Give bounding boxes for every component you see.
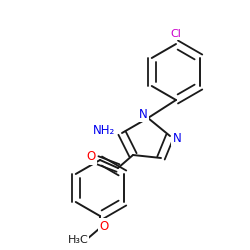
Text: O: O (100, 220, 108, 232)
Text: N: N (172, 132, 182, 144)
Text: N: N (138, 108, 147, 120)
Text: H₃C: H₃C (68, 235, 88, 245)
Text: Cl: Cl (170, 29, 181, 39)
Text: NH₂: NH₂ (93, 124, 115, 138)
Text: O: O (86, 150, 96, 164)
